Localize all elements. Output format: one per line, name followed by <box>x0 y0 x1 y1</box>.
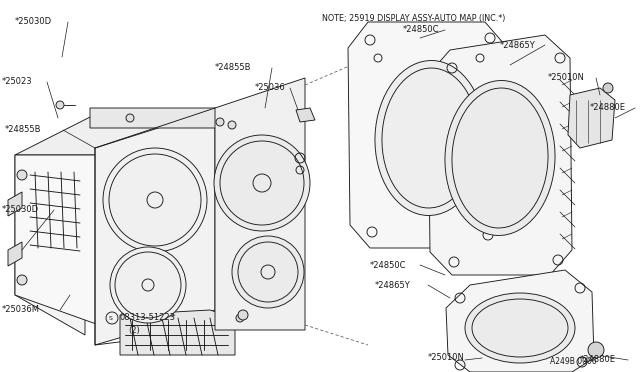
Text: *24855B: *24855B <box>215 64 252 73</box>
Polygon shape <box>8 192 22 216</box>
Polygon shape <box>428 35 572 275</box>
Circle shape <box>56 101 64 109</box>
Text: S: S <box>109 315 113 321</box>
Polygon shape <box>15 112 235 155</box>
Polygon shape <box>568 88 615 148</box>
Text: *25010N: *25010N <box>548 74 585 83</box>
Polygon shape <box>8 242 22 266</box>
Text: *24880E: *24880E <box>590 103 626 112</box>
Polygon shape <box>215 78 305 330</box>
Text: A249B 0006: A249B 0006 <box>550 357 596 366</box>
Text: *25023: *25023 <box>2 77 33 87</box>
Polygon shape <box>15 112 235 345</box>
Circle shape <box>17 275 27 285</box>
Text: 08313-51223: 08313-51223 <box>120 314 176 323</box>
Circle shape <box>588 342 604 358</box>
Text: *25010N: *25010N <box>428 353 465 362</box>
Circle shape <box>232 236 304 308</box>
Circle shape <box>110 247 186 323</box>
Text: *25036: *25036 <box>255 83 285 93</box>
Text: (2): (2) <box>128 326 140 334</box>
Text: NOTE; 25919 DISPLAY ASSY-AUTO MAP (INC.*): NOTE; 25919 DISPLAY ASSY-AUTO MAP (INC.*… <box>322 13 506 22</box>
Circle shape <box>603 83 613 93</box>
Circle shape <box>216 118 224 126</box>
Text: *24855B: *24855B <box>5 125 42 135</box>
Circle shape <box>103 148 207 252</box>
Circle shape <box>17 170 27 180</box>
Ellipse shape <box>375 61 485 215</box>
Polygon shape <box>90 108 235 128</box>
Circle shape <box>214 135 310 231</box>
Polygon shape <box>348 22 510 248</box>
Text: *24865Y: *24865Y <box>500 41 536 49</box>
Circle shape <box>236 314 244 322</box>
Text: *24850C: *24850C <box>370 260 406 269</box>
Circle shape <box>126 114 134 122</box>
Text: *24880E: *24880E <box>580 356 616 365</box>
Polygon shape <box>15 155 85 335</box>
Polygon shape <box>296 108 315 122</box>
Polygon shape <box>120 310 235 355</box>
Text: *25036M: *25036M <box>2 305 40 314</box>
Text: *25030D: *25030D <box>15 17 52 26</box>
Circle shape <box>228 121 236 129</box>
Text: *25030D: *25030D <box>2 205 39 215</box>
Polygon shape <box>95 110 215 345</box>
Circle shape <box>238 310 248 320</box>
Ellipse shape <box>445 80 555 235</box>
Text: *24850C: *24850C <box>403 26 440 35</box>
Text: *24865Y: *24865Y <box>375 280 411 289</box>
Ellipse shape <box>465 293 575 363</box>
Polygon shape <box>446 270 594 372</box>
